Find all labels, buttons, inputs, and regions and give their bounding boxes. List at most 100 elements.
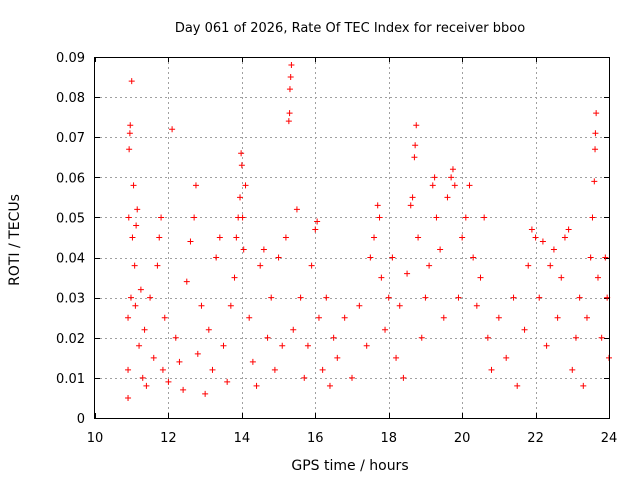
data-point	[136, 342, 143, 349]
data-point	[341, 314, 348, 321]
data-point	[240, 246, 247, 253]
data-point	[561, 234, 568, 241]
data-point	[382, 326, 389, 333]
data-point	[547, 262, 554, 269]
data-point	[275, 254, 282, 261]
data-point	[374, 202, 381, 209]
x-tick-label: 14	[234, 431, 251, 446]
data-point	[286, 110, 293, 117]
data-point	[412, 142, 419, 149]
data-point	[598, 334, 605, 341]
data-point	[271, 366, 278, 373]
data-point	[602, 254, 609, 261]
x-tick-label: 12	[160, 431, 177, 446]
data-point	[169, 126, 176, 133]
y-tick-label: 0.09	[56, 51, 85, 66]
data-point	[455, 294, 462, 301]
data-point	[525, 262, 532, 269]
plot-frame	[94, 57, 610, 419]
data-point	[528, 226, 535, 233]
data-point	[459, 234, 466, 241]
data-point	[268, 294, 275, 301]
data-point	[448, 174, 455, 181]
x-tick-label: 18	[380, 431, 397, 446]
y-tick-label: 0.07	[56, 131, 85, 146]
data-point	[433, 214, 440, 221]
data-point	[389, 254, 396, 261]
data-point	[143, 382, 150, 389]
data-point	[583, 314, 590, 321]
data-point	[132, 302, 139, 309]
data-point	[137, 286, 144, 293]
data-point	[187, 238, 194, 245]
data-point	[587, 254, 594, 261]
data-point	[183, 278, 190, 285]
data-point	[532, 234, 539, 241]
data-point	[205, 326, 212, 333]
data-point	[260, 246, 267, 253]
x-tick-labels: 10 12 14 16 18 20 22 24	[87, 431, 618, 446]
data-point	[510, 294, 517, 301]
data-point	[125, 214, 132, 221]
data-point	[156, 234, 163, 241]
data-point	[409, 194, 416, 201]
x-axis-label: GPS time / hours	[291, 458, 408, 474]
data-point	[134, 206, 141, 213]
data-point	[444, 194, 451, 201]
data-point	[285, 118, 292, 125]
data-point	[209, 366, 216, 373]
data-point	[288, 62, 295, 69]
y-tick-label: 0.08	[56, 91, 85, 106]
data-point	[413, 122, 420, 129]
data-point	[589, 214, 596, 221]
data-point	[154, 262, 161, 269]
data-point	[593, 110, 600, 117]
data-point	[440, 314, 447, 321]
data-point	[503, 354, 510, 361]
data-point	[128, 78, 135, 85]
data-point	[213, 254, 220, 261]
data-point	[572, 334, 579, 341]
data-point	[415, 234, 422, 241]
y-tick-label: 0.01	[56, 372, 85, 387]
data-point	[449, 166, 456, 173]
y-tick-label: 0	[77, 412, 85, 427]
data-point	[279, 342, 286, 349]
data-point	[576, 294, 583, 301]
y-tick-label: 0.06	[56, 171, 85, 186]
data-point	[150, 354, 157, 361]
data-point	[192, 182, 199, 189]
data-point	[130, 182, 137, 189]
data-point	[431, 174, 438, 181]
data-point	[470, 254, 477, 261]
data-point	[404, 270, 411, 277]
data-point	[127, 294, 134, 301]
data-point	[249, 358, 256, 365]
data-point	[594, 274, 601, 281]
data-point	[426, 262, 433, 269]
data-point	[126, 146, 133, 153]
data-point	[224, 378, 231, 385]
y-tick-label: 0.04	[56, 252, 85, 267]
data-point	[371, 234, 378, 241]
data-point	[349, 374, 355, 381]
data-point	[539, 238, 546, 245]
data-point	[290, 326, 297, 333]
data-point	[477, 274, 484, 281]
data-point	[264, 334, 271, 341]
y-tick-labels: 0 0.01 0.02 0.03 0.04 0.05 0.06 0.07 0.08 0.09	[56, 51, 85, 427]
data-point	[550, 246, 557, 253]
data-point	[418, 334, 425, 341]
data-point	[231, 274, 238, 281]
data-point	[301, 374, 308, 381]
y-axis-label: ROTI / TECUs	[7, 194, 23, 286]
data-point	[129, 234, 136, 241]
data-point	[242, 182, 249, 189]
data-point	[125, 394, 132, 401]
data-point	[396, 302, 403, 309]
data-point	[147, 294, 154, 301]
data-point	[286, 86, 293, 93]
data-point	[227, 302, 234, 309]
data-point	[495, 314, 502, 321]
